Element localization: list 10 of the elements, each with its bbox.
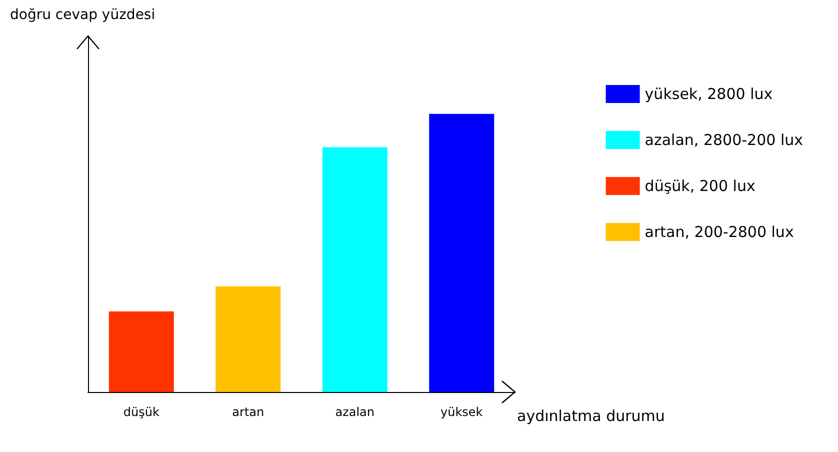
- x-tick-label: azalan: [335, 405, 375, 419]
- legend-label: düşük, 200 lux: [644, 177, 756, 195]
- x-axis-title: aydınlatma durumu: [517, 407, 665, 425]
- legend-label: artan, 200-2800 lux: [644, 223, 794, 241]
- x-tick-label: yüksek: [440, 405, 483, 419]
- legend-label: yüksek, 2800 lux: [644, 85, 773, 103]
- x-tick-label: artan: [232, 405, 264, 419]
- x-tick-label: düşük: [123, 405, 160, 419]
- text: doğru cevap yüzdesi: [10, 7, 156, 23]
- legend-label: azalan, 2800-200 lux: [644, 131, 804, 149]
